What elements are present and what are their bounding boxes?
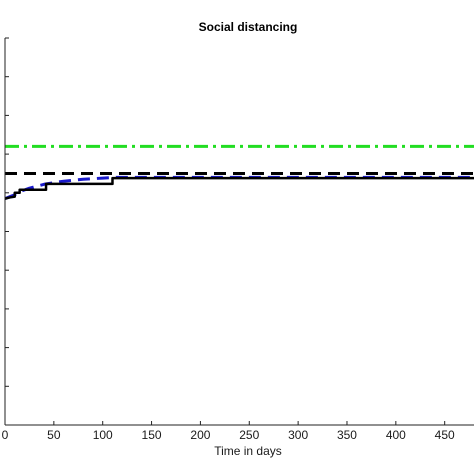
x-tick-label: 200 — [190, 428, 210, 442]
ticks-layer: 0 50 100 150 200 250 300 350 400 450 — [2, 37, 455, 442]
x-tick-label: 100 — [93, 428, 113, 442]
x-tick-label: 400 — [386, 428, 406, 442]
x-tick-label: 350 — [337, 428, 357, 442]
x-tick-label: 0 — [2, 428, 9, 442]
series-layer — [4, 144, 474, 201]
x-axis-label: Time in days — [214, 444, 282, 458]
series-line-4 — [4, 176, 474, 200]
chart-title: Social distancing — [199, 20, 298, 34]
x-tick-label: 250 — [239, 428, 259, 442]
x-tick-label: 300 — [288, 428, 308, 442]
x-tick-label: 450 — [435, 428, 455, 442]
x-tick-label: 150 — [142, 428, 162, 442]
x-tick-label: 50 — [47, 428, 61, 442]
